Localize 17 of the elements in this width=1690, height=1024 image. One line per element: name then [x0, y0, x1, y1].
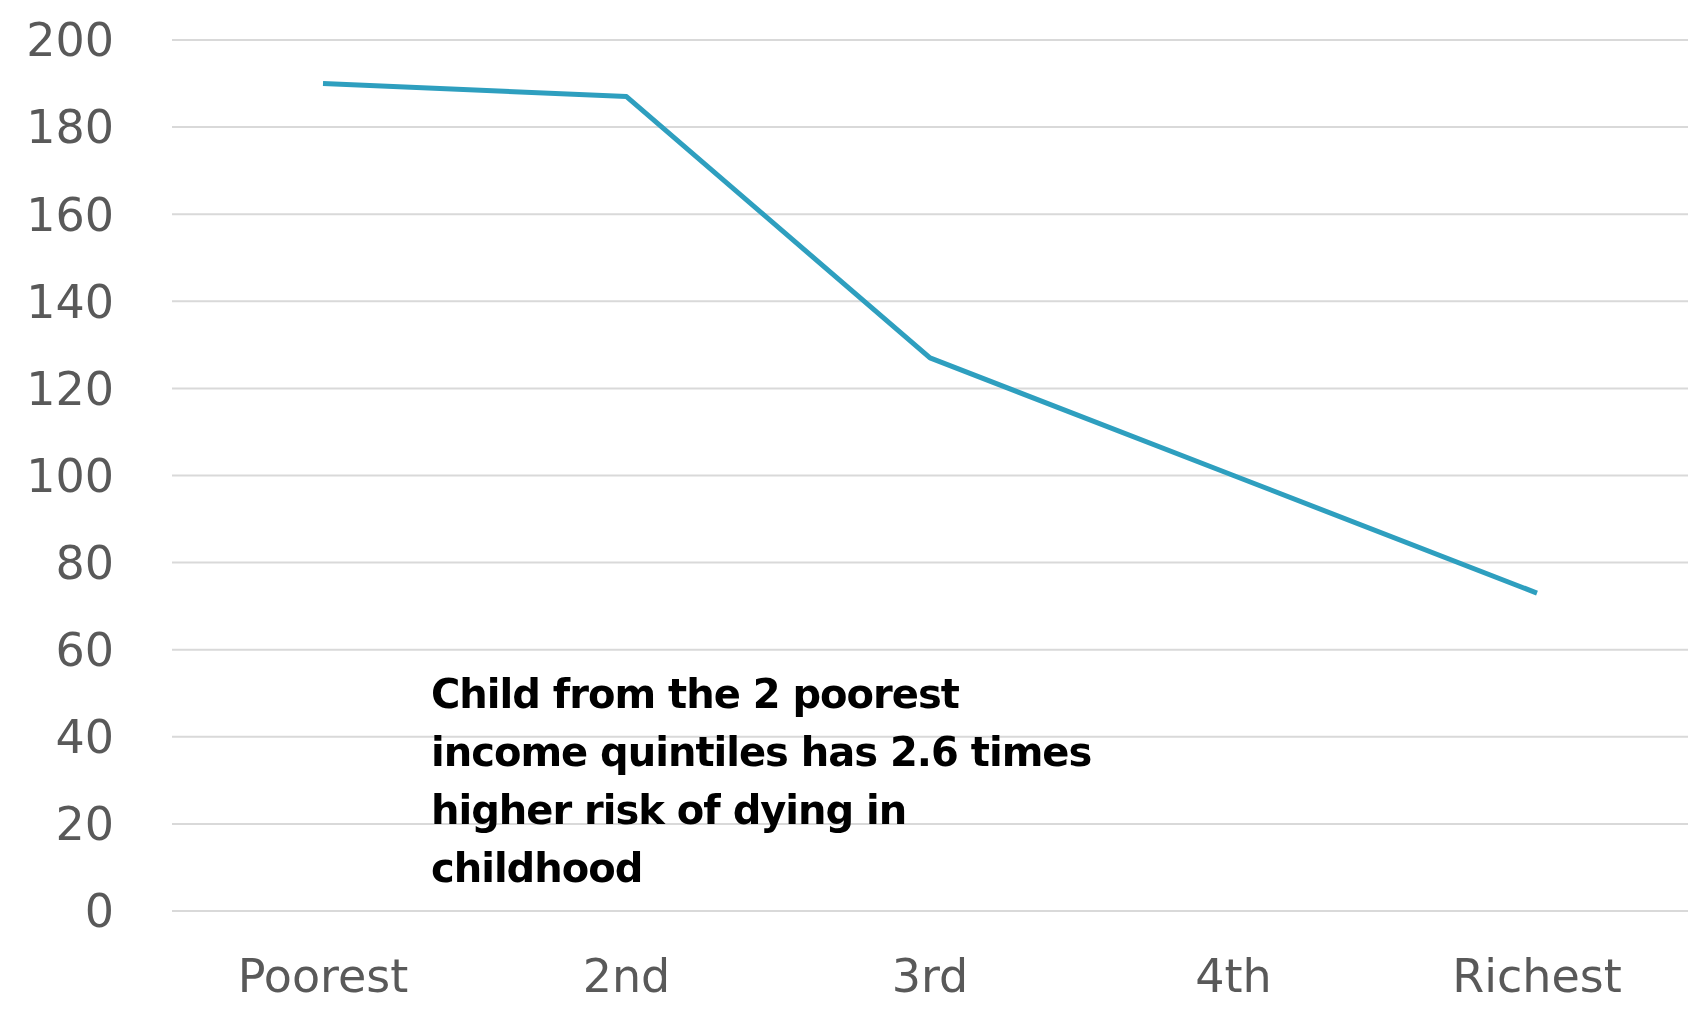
y-tick-label: 60 — [55, 623, 114, 678]
annotation: Child from the 2 poorest income quintiles has 2.6 times higher risk of dying in childhood — [431, 670, 1093, 893]
y-tick-label: 80 — [55, 535, 114, 590]
x-tick-label: 4th — [1195, 948, 1272, 1003]
y-tick-label: 200 — [26, 13, 114, 68]
y-tick-label: 40 — [55, 710, 114, 765]
x-tick-label: 3rd — [891, 948, 969, 1003]
y-tick-label: 120 — [26, 361, 114, 416]
x-tick-label: Richest — [1452, 948, 1622, 1003]
y-tick-label: 20 — [55, 797, 114, 852]
y-tick-label: 140 — [26, 274, 114, 329]
y-tick-label: 100 — [26, 448, 114, 503]
y-tick-label: 160 — [26, 187, 114, 242]
x-tick-label: 2nd — [582, 948, 671, 1003]
y-tick-label: 0 — [84, 884, 114, 939]
x-tick-label: Poorest — [237, 948, 409, 1003]
y-tick-label: 180 — [26, 100, 114, 155]
